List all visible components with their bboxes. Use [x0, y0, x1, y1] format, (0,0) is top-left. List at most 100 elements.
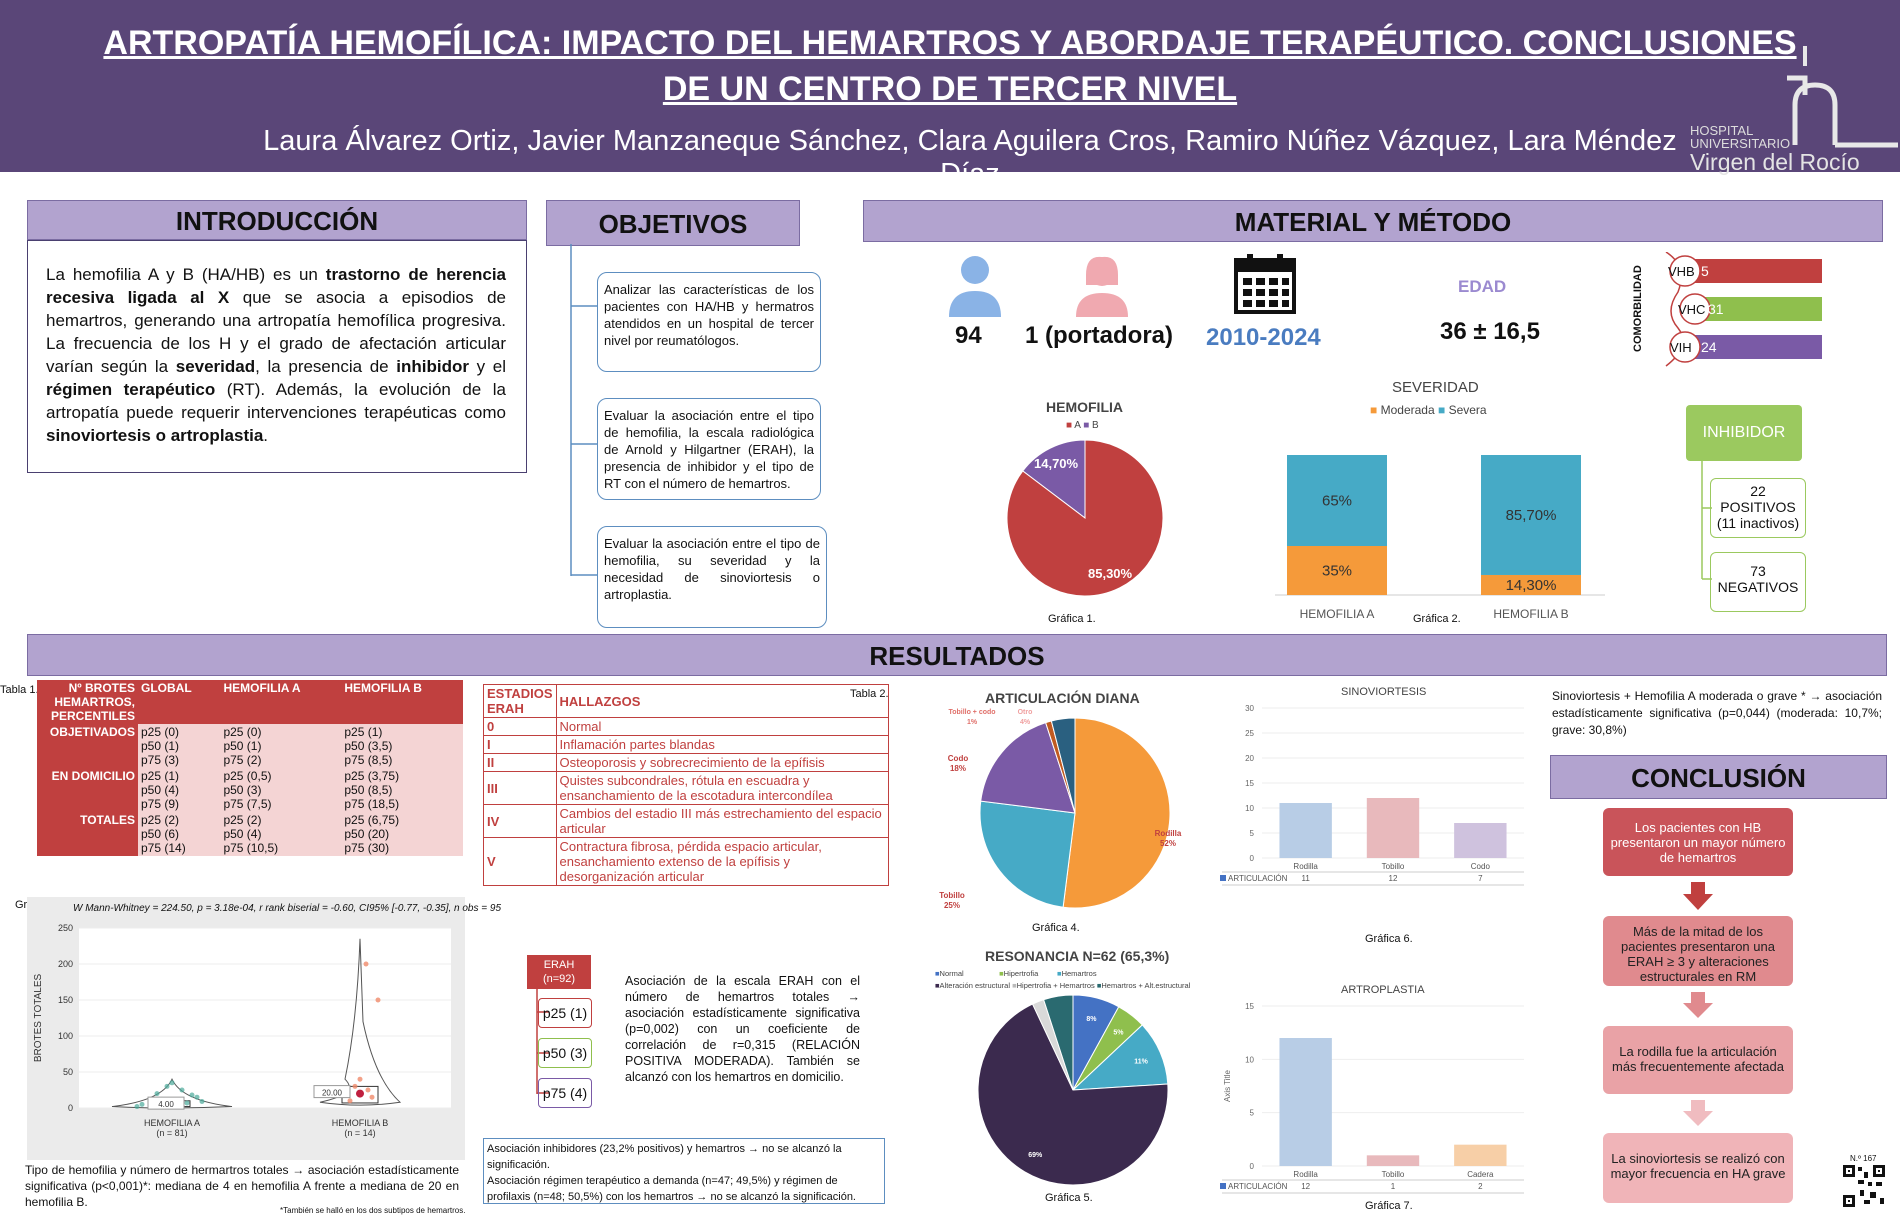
- tick-label: HEMOFILIA B: [332, 1118, 389, 1128]
- data-point: [347, 1098, 353, 1104]
- tick-label: Tobillo: [1382, 862, 1405, 871]
- g2-legend: ■ Moderada ■ Severa: [1370, 403, 1487, 417]
- down-arrow-icon: [1683, 1100, 1713, 1126]
- g3-note: *También se halló en los dos subtipos de…: [280, 1206, 466, 1215]
- t2-header: HALLAZGOS: [555, 684, 889, 718]
- t1-cell: p25 (0) p50 (1) p75 (3): [138, 724, 221, 768]
- bar: [1454, 1144, 1507, 1166]
- conclusion-item-3: La rodilla fue la articulación más frecu…: [1603, 1026, 1793, 1094]
- pie-label: 8%: [1086, 1016, 1097, 1023]
- t2-stage: IV: [483, 804, 557, 838]
- erah-connector: [536, 989, 549, 1094]
- g5-legend-item: Hemartros: [1061, 969, 1097, 978]
- g5-legend-item: Normal: [939, 969, 964, 978]
- t2-stage: V: [483, 837, 557, 886]
- g5-legend-item: Hipertrofia + Hemartros: [1016, 981, 1095, 990]
- violin-b: [319, 938, 402, 1106]
- tabla2: ESTADIOS ERAH HALLAZGOS 0 Normal I Inflama…: [483, 684, 889, 886]
- g1-pie: 14,70% 85,30%: [1006, 439, 1164, 597]
- data-point: [154, 1091, 160, 1097]
- t2-finding: Quistes subcondrales, rótula en escuadra…: [555, 771, 889, 805]
- tick-label: 15: [1245, 1002, 1254, 1011]
- tick-label: HEMOFILIA A: [144, 1118, 200, 1128]
- t2-finding: Normal: [555, 717, 889, 736]
- header-banner: [0, 0, 1900, 172]
- tick-label: Tobillo: [1382, 1170, 1405, 1179]
- g5-legend-swatch: ■: [935, 981, 940, 990]
- qr-code-icon: [1842, 1164, 1886, 1208]
- g1-legend-b: B: [1092, 420, 1099, 431]
- tick-label: HEMOFILIA A: [1300, 607, 1375, 621]
- t1-cell: p25 (6,75) p50 (20) p75 (30): [341, 812, 463, 856]
- data-label: 1: [1391, 1182, 1396, 1191]
- tick-label: 10: [1245, 1055, 1254, 1064]
- g7-title: ARTROPLASTIA: [1341, 984, 1425, 996]
- g5-caption: Gráfica 5.: [1045, 1192, 1093, 1204]
- erah-p25: p25 (1): [538, 998, 592, 1028]
- authors-line: Laura Álvarez Ortiz, Javier Manzaneque S…: [263, 125, 1677, 190]
- t2-finding: Osteoporosis y sobrecrecimiento de la ep…: [555, 753, 889, 772]
- pie-label: 11%: [1134, 1059, 1148, 1066]
- tick-label: 15: [1245, 779, 1254, 788]
- hospital-line3: Virgen del Rocío: [1690, 149, 1860, 175]
- pie-label: 18%: [950, 764, 966, 773]
- data-point: [365, 1087, 371, 1093]
- g5-legend-swatch: ■: [935, 969, 940, 978]
- g5-legend-item: Alteración estructural: [939, 981, 1010, 990]
- comorbidity-bars: [1665, 252, 1822, 367]
- g4-title: ARTICULACIÓN DIANA: [985, 690, 1140, 706]
- resultados-heading: RESULTADOS: [27, 634, 1887, 676]
- tick-label: 200: [58, 959, 73, 969]
- g1-legend-a-swatch: ■: [1066, 420, 1073, 431]
- g2-bars: 35% 65% HEMOFILIA A 14,30% 85,70% HEMOFILIA B: [1275, 455, 1605, 621]
- objetivos-heading: OBJETIVOS: [546, 200, 800, 246]
- g5-legend-item: Hemartros + Alt.estructural: [1101, 981, 1191, 990]
- tabla1-label: Tabla 1.: [0, 684, 39, 696]
- comorbidity-label: COMORBILIDAD: [1632, 265, 1644, 352]
- male-icon: [949, 256, 1001, 317]
- tick-label: Cadera: [1467, 1170, 1494, 1179]
- pie-label: 14,70%: [1034, 456, 1079, 471]
- g5-legend-swatch: ■: [1096, 981, 1102, 990]
- legend-swatch: [1220, 1183, 1226, 1189]
- hospital-logo-icon: [1787, 46, 1898, 148]
- down-arrow-icon: [1683, 882, 1713, 910]
- t2-stage: I: [483, 735, 557, 754]
- tick-label: 0: [1250, 854, 1255, 863]
- g6-caption: Gráfica 6.: [1365, 933, 1413, 945]
- comorb-vih-name: VIH: [1670, 340, 1692, 355]
- median-label: 20.00: [322, 1089, 343, 1098]
- pie-slice: [1022, 439, 1086, 520]
- tick-label: 30: [1245, 704, 1254, 713]
- data-label: 12: [1301, 1182, 1310, 1191]
- bar: [1366, 1155, 1420, 1166]
- plot-area: [79, 928, 451, 1108]
- t1-cell: p25 (0) p50 (1) p75 (2): [220, 724, 342, 768]
- t2-finding: Cambios del estadio III más estrechamien…: [555, 804, 889, 838]
- g5-legend-swatch: ■: [1057, 969, 1062, 978]
- erah-box: ERAH (n=92): [527, 955, 591, 989]
- conclusion-heading: CONCLUSIÓN: [1550, 755, 1887, 799]
- g7-bars: 0 5 10 15 Rodilla 12 Tobillo 1 Cadera 2 ARTICULACI…: [1220, 1002, 1524, 1194]
- pie-slice: [980, 722, 1076, 814]
- hospital-line1: HOSPITAL: [1690, 123, 1754, 138]
- t1-cell: p25 (2) p50 (6) p75 (14): [138, 812, 221, 856]
- pie-slice: [1006, 439, 1164, 597]
- data-point: [179, 1087, 185, 1093]
- tick-label: Codo: [1471, 862, 1491, 871]
- years-range: 2010-2024: [1206, 324, 1321, 351]
- t2-finding: Contractura fibrosa, pérdida espacio art…: [555, 837, 889, 886]
- sino-text: Sinoviortesis + Hemofilia A moderada o g…: [1552, 689, 1882, 737]
- pie-label: Tobillo + codo: [948, 709, 995, 716]
- inhibidor-negativos: 73 NEGATIVOS: [1710, 552, 1806, 612]
- data-point: [199, 1099, 205, 1105]
- g5-legend-item: Hipertrofia: [1003, 969, 1039, 978]
- bar: [1454, 823, 1507, 858]
- pie-slice: [1043, 994, 1074, 1091]
- median-point: [356, 1089, 364, 1098]
- bar-label: 35%: [1322, 563, 1352, 580]
- g3-plot: 0 50 100 150 200 250 BROTES TOTALES 4.00 HEMOFIL…: [33, 923, 451, 1138]
- median-label: 4.00: [158, 1100, 174, 1109]
- tick-label: 25: [1245, 729, 1254, 738]
- t1-cell: p25 (0,5) p50 (3) p75 (7,5): [220, 768, 342, 812]
